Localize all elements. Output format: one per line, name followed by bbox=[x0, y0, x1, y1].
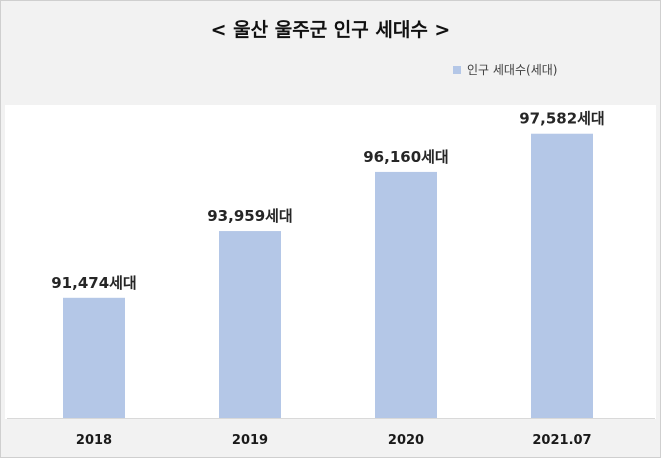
bar-2021.07 bbox=[531, 133, 593, 419]
bar-2020 bbox=[375, 171, 437, 418]
bar-2018 bbox=[63, 297, 125, 418]
x-tick-label-2018: 2018 bbox=[76, 433, 112, 448]
x-tick-label-2019: 2019 bbox=[232, 433, 268, 448]
data-label-2018: 91,474세대 bbox=[51, 274, 136, 292]
chart-title: < 울산 울주군 인구 세대수 > bbox=[210, 19, 451, 41]
data-label-2020: 96,160세대 bbox=[363, 148, 448, 166]
chart-legend: 인구 세대수(세대) bbox=[453, 61, 557, 78]
bar-2019 bbox=[219, 231, 281, 418]
legend-swatch bbox=[453, 65, 461, 74]
legend-label: 인구 세대수(세대) bbox=[467, 63, 558, 77]
x-tick-label-2021.07: 2021.07 bbox=[532, 433, 591, 448]
data-label-2021.07: 97,582세대 bbox=[519, 110, 604, 128]
x-tick-label-2020: 2020 bbox=[388, 433, 424, 448]
data-label-2019: 93,959세대 bbox=[207, 207, 292, 225]
